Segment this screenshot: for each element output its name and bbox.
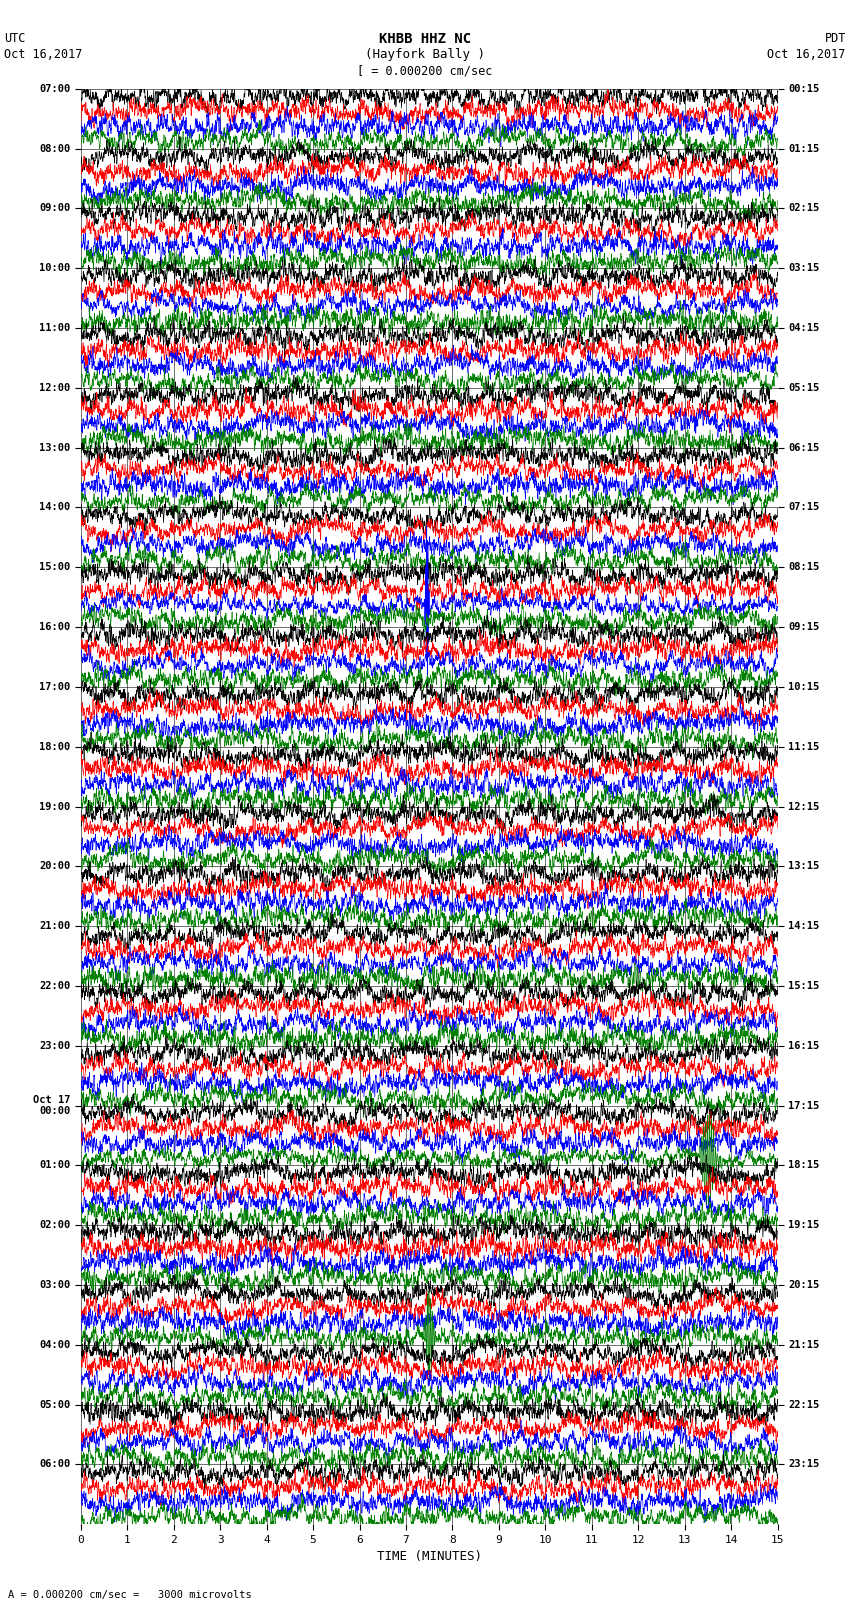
Text: PDT: PDT [824,32,846,45]
Text: Oct 16,2017: Oct 16,2017 [768,48,846,61]
Text: A = 0.000200 cm/sec =   3000 microvolts: A = 0.000200 cm/sec = 3000 microvolts [8,1590,252,1600]
Text: UTC: UTC [4,32,26,45]
Text: [ = 0.000200 cm/sec: [ = 0.000200 cm/sec [357,65,493,77]
X-axis label: TIME (MINUTES): TIME (MINUTES) [377,1550,482,1563]
Text: (Hayfork Bally ): (Hayfork Bally ) [365,48,485,61]
Text: KHBB HHZ NC: KHBB HHZ NC [379,32,471,47]
Text: Oct 16,2017: Oct 16,2017 [4,48,82,61]
